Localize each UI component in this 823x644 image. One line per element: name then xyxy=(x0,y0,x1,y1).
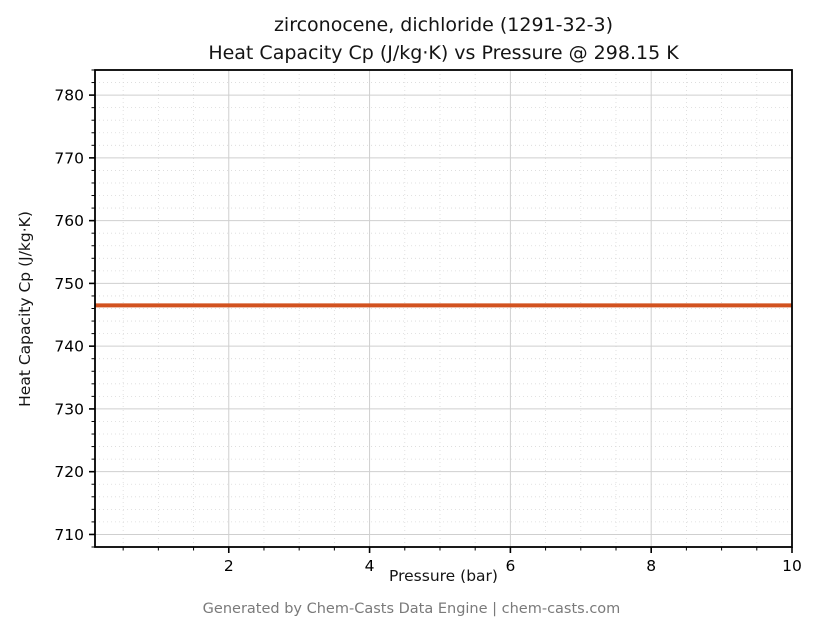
x-tick-label: 6 xyxy=(505,557,515,575)
y-tick-label: 760 xyxy=(54,212,84,230)
y-tick-label: 750 xyxy=(54,275,84,293)
y-tick-label: 720 xyxy=(54,463,84,481)
y-tick-label: 740 xyxy=(54,338,84,356)
x-tick-label: 8 xyxy=(646,557,656,575)
chart-title: zirconocene, dichloride (1291-32-3) Heat… xyxy=(95,11,792,67)
y-tick-label: 710 xyxy=(54,526,84,544)
footer-attribution: Generated by Chem-Casts Data Engine | ch… xyxy=(202,601,621,617)
plot-border xyxy=(94,69,793,548)
x-axis-label: Pressure (bar) xyxy=(389,567,498,585)
chart-title-line2: Heat Capacity Cp (J/kg·K) vs Pressure @ … xyxy=(208,42,679,64)
y-tick-label: 730 xyxy=(54,400,84,418)
chart-title-line1: zirconocene, dichloride (1291-32-3) xyxy=(273,14,614,36)
x-tick-label: 4 xyxy=(365,557,375,575)
y-tick-label: 780 xyxy=(54,87,84,105)
x-tick-label: 2 xyxy=(224,557,234,575)
y-tick-label: 770 xyxy=(54,149,84,167)
x-tick-label: 10 xyxy=(782,557,802,575)
